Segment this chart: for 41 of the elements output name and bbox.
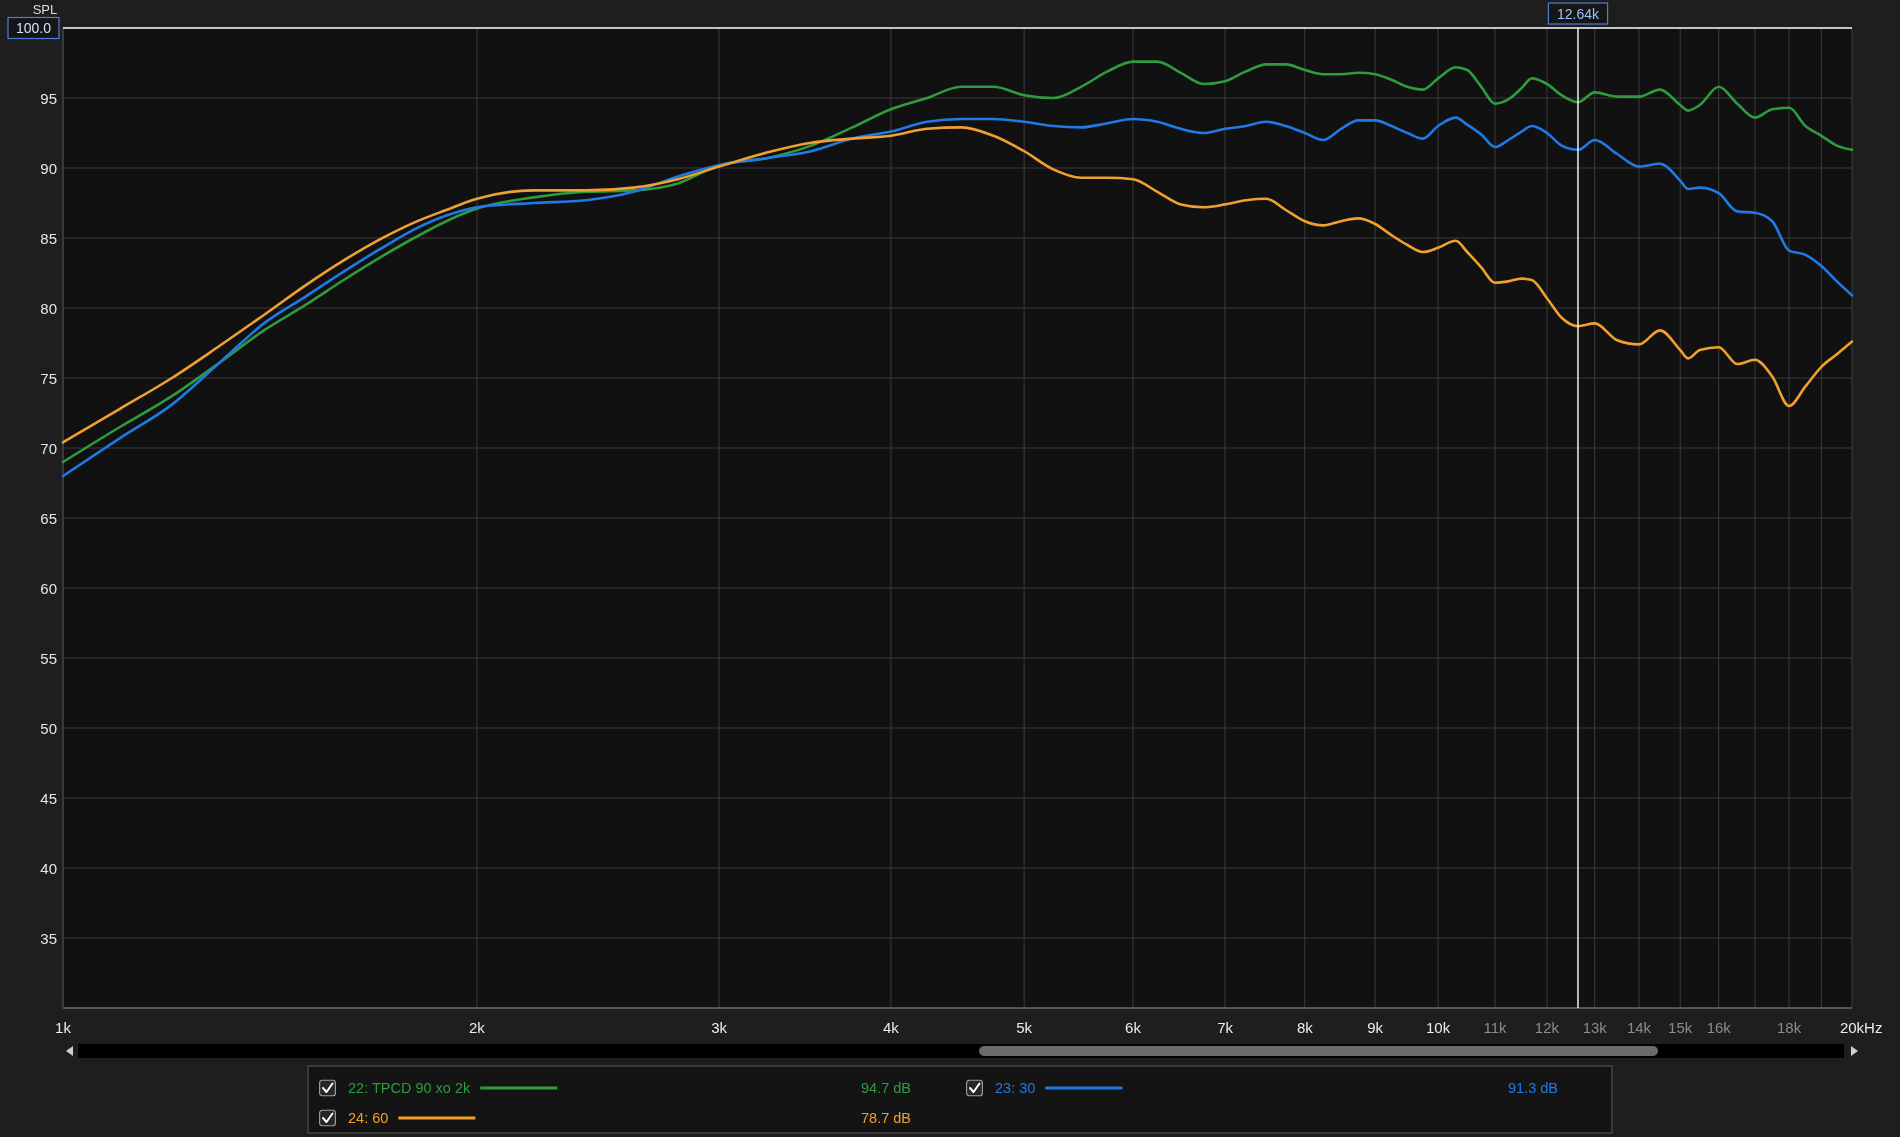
x-tick-label: 4k — [882, 1018, 900, 1036]
y-tick-label: 95 — [40, 89, 57, 107]
y-tick-label: 90 — [40, 159, 57, 177]
y-tick-label: 45 — [40, 789, 57, 807]
text: 94.7 dB — [861, 1080, 911, 1096]
x-tick-label: 1k — [55, 1018, 72, 1036]
text: 23: 30 — [995, 1080, 1036, 1096]
x-tick-label: 18k — [1776, 1018, 1802, 1036]
ref-line-label: 12.64k — [1556, 6, 1600, 22]
ref-line-label: 100.0 — [15, 20, 52, 36]
y-tick-label: 60 — [40, 579, 57, 597]
x-axis-title: Hz — [1864, 1018, 1883, 1036]
y-tick-label: 80 — [40, 299, 57, 317]
x-tick-label: 7k — [1217, 1018, 1234, 1036]
x-tick-label: 15k — [1668, 1018, 1693, 1036]
x-tick-label: 9k — [1367, 1018, 1384, 1036]
text: 24: 60 — [348, 1110, 389, 1126]
x-tick-label: 10k — [1425, 1018, 1451, 1036]
x-tick-label: 20k — [1839, 1018, 1865, 1036]
x-tick-label: 13k — [1582, 1018, 1608, 1036]
x-tick-label: 8k — [1296, 1018, 1314, 1036]
y-tick-label: 75 — [40, 369, 57, 387]
x-tick-label: 6k — [1125, 1018, 1142, 1036]
y-tick-label: 35 — [40, 929, 57, 947]
text: 78.7 dB — [861, 1110, 911, 1126]
text: 22: TPCD 90 xo 2k — [348, 1080, 471, 1096]
x-tick-label: 3k — [711, 1018, 728, 1036]
y-tick-label: 50 — [40, 719, 57, 737]
y-tick-label: 55 — [40, 649, 57, 667]
text: 91.3 dB — [1508, 1080, 1558, 1096]
x-tick-label: 16k — [1706, 1018, 1732, 1036]
x-tick-label: 11k — [1483, 1018, 1508, 1036]
y-axis-title: SPL — [32, 2, 58, 17]
x-tick-label: 12k — [1534, 1018, 1560, 1036]
x-tick-label: 5k — [1016, 1018, 1033, 1036]
y-tick-label: 40 — [40, 859, 57, 877]
y-tick-label: 65 — [40, 509, 57, 527]
y-tick-label: 70 — [40, 439, 57, 457]
x-tick-label: 2k — [469, 1018, 486, 1036]
x-tick-label: 14k — [1626, 1018, 1652, 1036]
y-tick-label: 85 — [40, 229, 57, 247]
